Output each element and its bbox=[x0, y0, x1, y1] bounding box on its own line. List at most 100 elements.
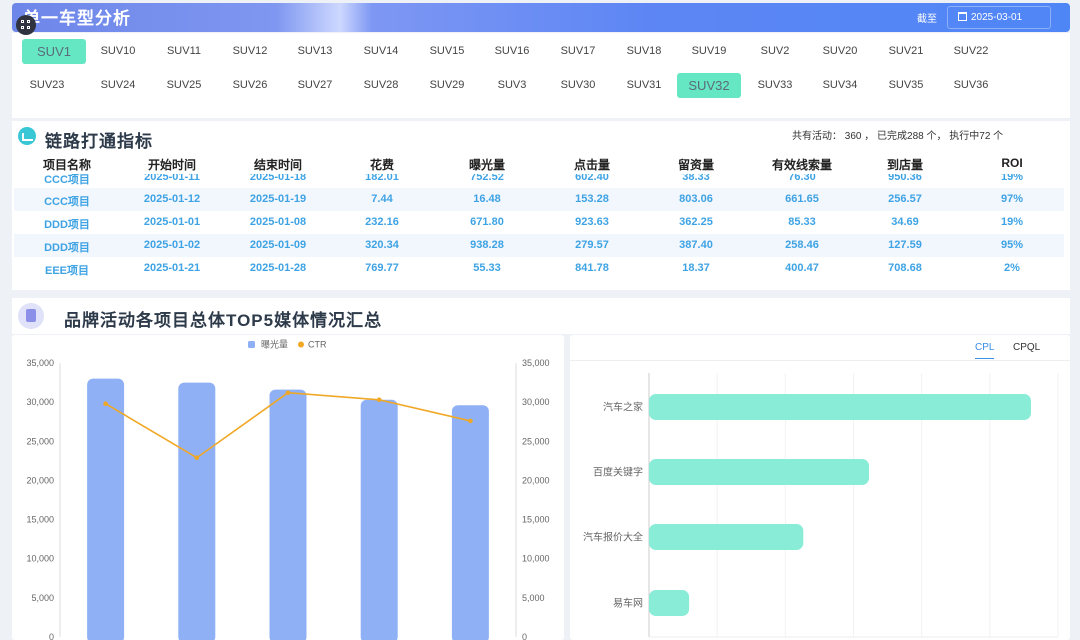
table-cell: 232.16 bbox=[365, 216, 399, 228]
link-metrics-panel: 链路打通指标 共有活动： 360 ， 已完成288 个， 执行中72 个 项目名… bbox=[12, 121, 1070, 290]
y-tick-label: 25,000 bbox=[26, 436, 54, 446]
ctr-point bbox=[376, 397, 382, 403]
legend-swatch-exposure bbox=[248, 341, 255, 348]
exposure-bar bbox=[451, 405, 489, 640]
y2-tick-label: 30,000 bbox=[522, 397, 550, 407]
category-label: 百度关键字 bbox=[593, 466, 643, 479]
tab-cpql[interactable]: CPQL bbox=[1013, 342, 1041, 353]
tab-cpl[interactable]: CPL bbox=[975, 342, 995, 359]
car-tab-suv12[interactable]: SUV12 bbox=[232, 45, 268, 57]
grid-menu-icon[interactable] bbox=[16, 15, 36, 35]
y2-tick-label: 35,000 bbox=[522, 358, 550, 368]
table-body[interactable]: CCC项目 2025-01-11 2025-01-18 182.01 752.52 602… bbox=[14, 174, 1064, 286]
car-tab-suv2[interactable]: SUV2 bbox=[760, 45, 790, 57]
car-tab-suv10[interactable]: SUV10 bbox=[100, 45, 136, 57]
table-cell: 387.40 bbox=[679, 239, 713, 251]
table-cell: EEE项目 bbox=[44, 265, 90, 277]
table-cell: 127.59 bbox=[888, 239, 922, 251]
car-tab-suv23[interactable]: SUV23 bbox=[29, 79, 65, 91]
car-tab-suv36[interactable]: SUV36 bbox=[953, 79, 989, 91]
y-tick-label: 35,000 bbox=[26, 358, 54, 368]
table-cell: 19% bbox=[1000, 216, 1024, 228]
table-cell: 2025-01-21 bbox=[143, 262, 201, 274]
exposure-bar bbox=[360, 399, 398, 640]
legend-label-ctr: CTR bbox=[308, 340, 327, 350]
cpl-bar bbox=[649, 459, 870, 485]
ctr-point bbox=[285, 390, 291, 396]
car-model-tabs: SUV1 SUV10 SUV11 SUV12 SUV13 SUV14 SUV15 SUV16 S… bbox=[12, 33, 1070, 118]
table-cell: 97% bbox=[1000, 193, 1024, 205]
column-header: ROI bbox=[1001, 156, 1023, 170]
column-header: 曝光量 bbox=[468, 158, 506, 172]
table-cell: 2025-01-02 bbox=[143, 239, 201, 251]
car-tab-suv15[interactable]: SUV15 bbox=[429, 45, 465, 57]
y2-tick-label: 25,000 bbox=[522, 436, 550, 446]
table-row: EEE项目 2025-01-21 2025-01-28 769.77 55.33 841.… bbox=[14, 257, 1064, 280]
car-tab-suv14[interactable]: SUV14 bbox=[363, 45, 399, 57]
car-tab-suv18[interactable]: SUV18 bbox=[626, 45, 662, 57]
car-tab-suv30[interactable]: SUV30 bbox=[560, 79, 596, 91]
table-row: CCC项目 2025-01-12 2025-01-19 7.44 16.48 153.28… bbox=[14, 188, 1064, 211]
car-tab-suv34[interactable]: SUV34 bbox=[822, 79, 858, 91]
table-row: CCC项目 2025-01-11 2025-01-18 182.01 752.52 602… bbox=[14, 174, 1064, 189]
cpl-bar bbox=[649, 524, 804, 550]
car-tab-suv28[interactable]: SUV28 bbox=[363, 79, 399, 91]
date-value: 2025-03-01 bbox=[971, 12, 1023, 23]
car-tab-suv22[interactable]: SUV22 bbox=[953, 45, 989, 57]
y2-tick-label: 20,000 bbox=[522, 475, 550, 485]
car-tab-suv16[interactable]: SUV16 bbox=[494, 45, 530, 57]
car-tab-suv3[interactable]: SUV3 bbox=[497, 79, 527, 91]
car-tab-suv21[interactable]: SUV21 bbox=[888, 45, 924, 57]
car-tab-suv19[interactable]: SUV19 bbox=[691, 45, 727, 57]
table-cell: 2025-01-28 bbox=[249, 262, 307, 274]
table-cell: 258.46 bbox=[785, 239, 819, 251]
car-tab-suv35[interactable]: SUV35 bbox=[888, 79, 924, 91]
brand-section-header: 品牌活动各项目总体TOP5媒体情况汇总 bbox=[12, 298, 1070, 334]
car-tab-suv17[interactable]: SUV17 bbox=[560, 45, 596, 57]
column-header: 有效线索量 bbox=[771, 158, 833, 172]
car-tab-suv24[interactable]: SUV24 bbox=[100, 79, 136, 91]
car-tab-suv1[interactable]: SUV1 bbox=[22, 39, 86, 64]
cpl-bar bbox=[649, 394, 1031, 420]
table-cell: 182.01 bbox=[365, 174, 399, 183]
table-cell: 256.57 bbox=[888, 193, 922, 205]
y2-tick-label: 10,000 bbox=[522, 554, 550, 564]
table-cell: 841.78 bbox=[575, 262, 609, 274]
category-label: 汽车报价大全 bbox=[583, 531, 643, 544]
table-cell: 923.63 bbox=[575, 216, 609, 228]
cpl-bar bbox=[649, 590, 690, 616]
car-tab-suv33[interactable]: SUV33 bbox=[757, 79, 793, 91]
car-tab-suv20[interactable]: SUV20 bbox=[822, 45, 858, 57]
activity-summary: 共有活动： 360 ， 已完成288 个， 执行中72 个 bbox=[792, 131, 1004, 142]
table-cell: 320.34 bbox=[365, 239, 399, 251]
category-label: 汽车之家 bbox=[603, 401, 643, 414]
column-header: 到店量 bbox=[886, 158, 924, 172]
exposure-ctr-svg: 曝光量 CTR 0 0 5,000 5,000 10,000 10,000 15,000 15,0… bbox=[26, 339, 550, 640]
section-title: 链路打通指标 bbox=[45, 132, 153, 151]
car-tab-suv25[interactable]: SUV25 bbox=[166, 79, 202, 91]
car-tab-suv32[interactable]: SUV32 bbox=[677, 73, 741, 98]
column-header: 花费 bbox=[369, 158, 395, 172]
table-cell: 2025-01-08 bbox=[249, 216, 307, 228]
table-cell: 2025-01-19 bbox=[249, 193, 307, 205]
table-cell: 950.36 bbox=[888, 174, 922, 183]
car-tab-suv26[interactable]: SUV26 bbox=[232, 79, 268, 91]
car-tab-suv11[interactable]: SUV11 bbox=[166, 45, 202, 57]
car-tab-suv29[interactable]: SUV29 bbox=[429, 79, 465, 91]
car-tab-suv27[interactable]: SUV27 bbox=[297, 79, 333, 91]
table-cell: 2025-01-12 bbox=[143, 193, 201, 205]
date-picker[interactable]: 2025-03-01 bbox=[947, 6, 1051, 29]
legend-label-exposure: 曝光量 bbox=[261, 339, 288, 350]
y-tick-label: 15,000 bbox=[26, 515, 54, 525]
car-tab-suv31[interactable]: SUV31 bbox=[626, 79, 662, 91]
table-cell: 769.77 bbox=[365, 262, 399, 274]
table-cell: 752.52 bbox=[470, 174, 504, 183]
ctr-point bbox=[103, 401, 108, 407]
table-cell: 279.57 bbox=[575, 239, 609, 251]
car-tab-suv13[interactable]: SUV13 bbox=[297, 45, 333, 57]
calendar-icon bbox=[958, 12, 967, 21]
section-title: 品牌活动各项目总体TOP5媒体情况汇总 bbox=[64, 311, 383, 330]
table-cell: 2025-01-18 bbox=[249, 174, 307, 183]
table-cell: 153.28 bbox=[575, 193, 609, 205]
